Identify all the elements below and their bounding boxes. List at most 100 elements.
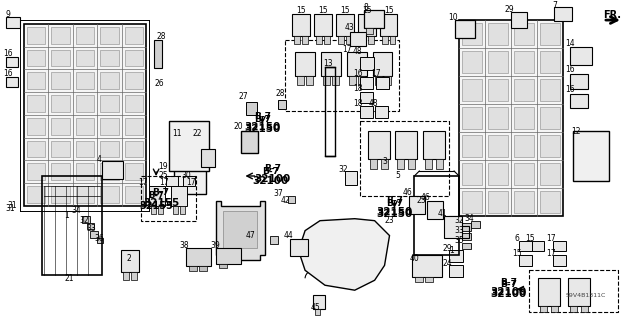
Bar <box>436 159 443 169</box>
Text: 34: 34 <box>464 214 474 223</box>
Bar <box>102 161 124 179</box>
Text: B-7: B-7 <box>386 196 403 205</box>
Bar <box>462 163 482 185</box>
Text: S9V4B1311C: S9V4B1311C <box>566 293 606 298</box>
Bar <box>124 272 129 280</box>
Bar <box>285 40 399 111</box>
Bar <box>306 76 313 85</box>
Bar <box>396 131 417 159</box>
Bar <box>540 23 561 45</box>
Bar <box>374 76 381 85</box>
Text: B-7: B-7 <box>500 280 517 289</box>
Bar <box>514 163 534 185</box>
Bar <box>223 211 257 249</box>
Text: 10: 10 <box>448 12 458 22</box>
Text: 32: 32 <box>80 216 90 225</box>
Text: 15: 15 <box>512 249 522 258</box>
Bar <box>100 141 119 157</box>
Text: 18: 18 <box>353 84 362 93</box>
Bar <box>174 166 206 194</box>
Bar <box>554 7 572 21</box>
Bar <box>410 196 425 214</box>
Bar <box>100 50 119 66</box>
Bar <box>51 118 70 135</box>
Bar <box>346 36 352 44</box>
Bar <box>125 118 143 135</box>
Bar <box>514 23 534 45</box>
Bar <box>314 14 332 36</box>
Bar <box>292 14 310 36</box>
Bar <box>462 223 471 231</box>
Bar <box>76 72 94 89</box>
Text: 37: 37 <box>273 189 283 198</box>
Bar <box>315 309 320 315</box>
Text: B-7: B-7 <box>148 191 164 200</box>
Bar <box>381 159 388 169</box>
Bar <box>323 76 330 85</box>
Text: B-7: B-7 <box>254 115 271 124</box>
Bar <box>51 27 70 44</box>
Bar <box>186 249 211 266</box>
Text: B-7: B-7 <box>386 199 403 208</box>
Text: 33: 33 <box>86 224 97 233</box>
Bar <box>573 131 609 181</box>
Bar <box>514 51 534 73</box>
Text: B-7: B-7 <box>254 112 271 121</box>
Bar <box>125 95 143 112</box>
Bar <box>488 135 508 157</box>
Bar <box>131 272 137 280</box>
Bar <box>538 278 561 306</box>
Bar <box>154 40 162 68</box>
Bar <box>201 149 215 167</box>
Bar <box>76 27 94 44</box>
Text: 23: 23 <box>417 196 426 205</box>
Bar <box>488 163 508 185</box>
Text: 35: 35 <box>454 236 464 245</box>
Text: 46: 46 <box>420 193 430 202</box>
Bar <box>367 36 374 44</box>
Bar <box>122 250 140 272</box>
Bar <box>554 256 566 266</box>
Bar <box>390 36 396 44</box>
Text: 40: 40 <box>410 254 419 263</box>
Text: 17: 17 <box>186 178 196 188</box>
Text: 23: 23 <box>385 216 394 225</box>
Bar <box>6 57 18 67</box>
Bar <box>408 159 415 169</box>
Bar <box>183 176 195 186</box>
Text: 17: 17 <box>547 234 556 243</box>
Text: 17: 17 <box>159 178 169 188</box>
Bar <box>100 118 119 135</box>
Bar <box>423 131 445 159</box>
Bar <box>288 196 295 203</box>
Text: B-7: B-7 <box>152 189 170 197</box>
Text: 32150: 32150 <box>376 209 413 219</box>
Text: 15: 15 <box>318 6 328 15</box>
Bar <box>76 118 94 135</box>
Bar <box>51 141 70 157</box>
Bar <box>365 28 372 34</box>
Bar <box>27 72 45 89</box>
Bar <box>324 36 330 44</box>
Bar <box>125 141 143 157</box>
Bar <box>462 191 482 213</box>
Bar <box>374 107 388 118</box>
Text: 17: 17 <box>138 178 148 188</box>
Bar <box>294 36 300 44</box>
Text: 1: 1 <box>65 211 69 220</box>
Bar <box>383 76 390 85</box>
Text: 8: 8 <box>364 3 368 12</box>
Bar <box>514 191 534 213</box>
Text: 32100: 32100 <box>491 287 527 297</box>
Text: 16: 16 <box>566 85 575 94</box>
Bar <box>425 277 433 282</box>
Bar <box>462 233 471 240</box>
Bar <box>360 57 374 70</box>
Bar <box>297 76 304 85</box>
Bar <box>51 163 70 180</box>
Bar <box>295 52 315 76</box>
Bar <box>360 92 372 103</box>
Bar <box>336 14 354 36</box>
Text: 24: 24 <box>442 259 452 268</box>
Text: 17: 17 <box>342 45 351 54</box>
